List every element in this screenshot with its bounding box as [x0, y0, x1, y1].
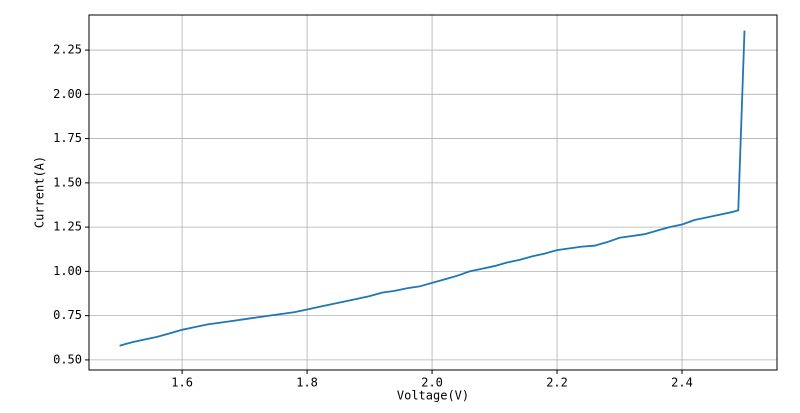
x-tick-label: 2.4: [671, 376, 693, 390]
x-tick-label: 1.6: [171, 376, 193, 390]
y-tick-label: 1.25: [53, 220, 82, 234]
y-tick-label: 2.00: [53, 87, 82, 101]
x-axis-label: Voltage(V): [397, 389, 469, 403]
y-tick-label: 1.75: [53, 131, 82, 145]
y-tick-label: 0.75: [53, 308, 82, 322]
y-tick-label: 1.50: [53, 175, 82, 189]
y-tick-label: 0.50: [53, 352, 82, 366]
y-tick-label: 2.25: [53, 43, 82, 57]
y-axis-label: Current(A): [33, 156, 47, 228]
x-tick-label: 2.2: [546, 376, 568, 390]
data-line: [119, 30, 746, 347]
x-tick-label: 2.0: [421, 376, 443, 390]
plot-frame: [88, 14, 778, 371]
y-tick-label: 1.00: [53, 264, 82, 278]
x-tick-label: 1.8: [296, 376, 318, 390]
